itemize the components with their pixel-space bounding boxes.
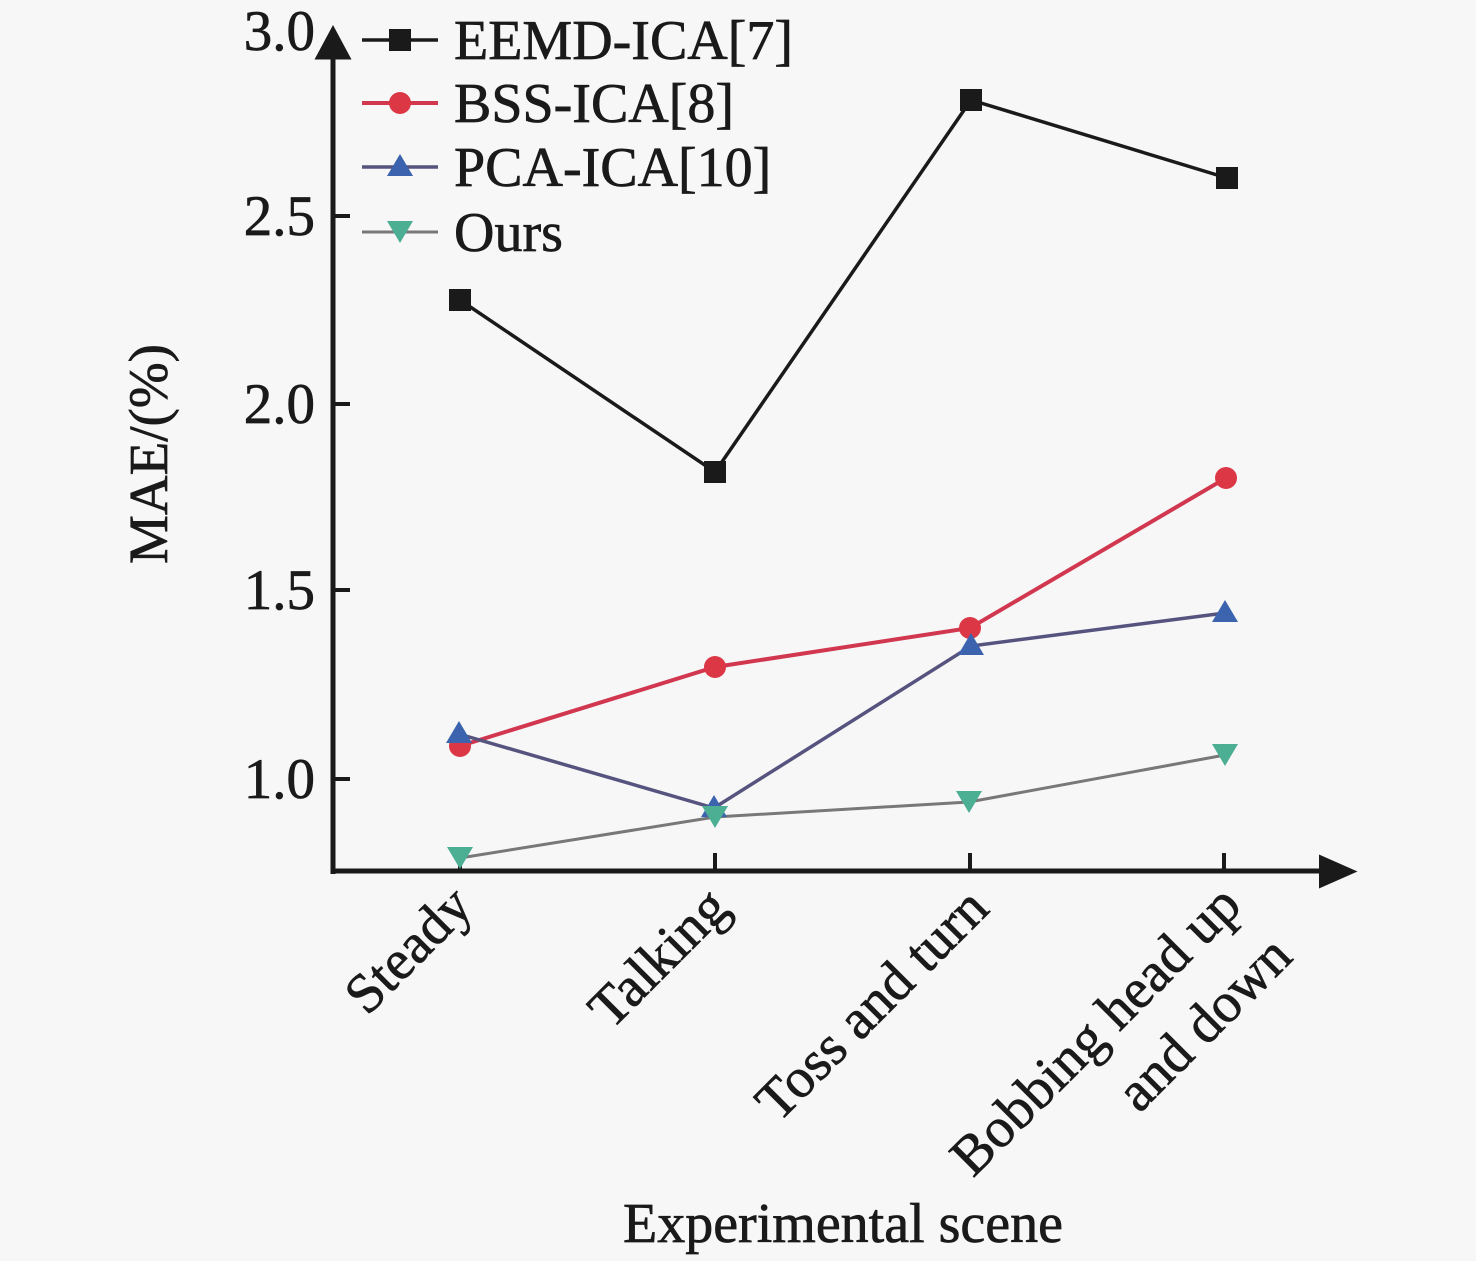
svg-text:PCA-ICA[10]: PCA-ICA[10]: [454, 137, 771, 199]
svg-text:MAE/(%): MAE/(%): [118, 344, 179, 564]
svg-text:Ours: Ours: [454, 202, 563, 264]
svg-text:1.0: 1.0: [244, 748, 315, 811]
svg-text:3.0: 3.0: [244, 0, 315, 63]
svg-text:1.5: 1.5: [244, 559, 315, 622]
svg-text:BSS-ICA[8]: BSS-ICA[8]: [454, 73, 734, 135]
svg-text:2.0: 2.0: [244, 373, 315, 436]
svg-text:EEMD-ICA[7]: EEMD-ICA[7]: [454, 10, 793, 72]
svg-text:Experimental scene: Experimental scene: [623, 1193, 1063, 1255]
svg-text:2.5: 2.5: [244, 185, 315, 248]
